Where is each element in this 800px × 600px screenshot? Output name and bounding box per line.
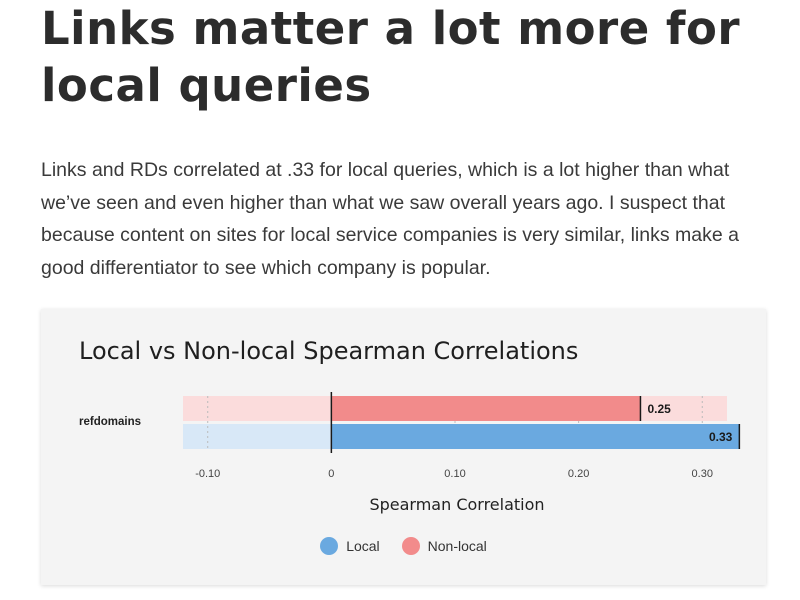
x-tick-label: 0.30 (692, 468, 713, 480)
legend-item-local: Local (320, 537, 380, 555)
legend-swatch-local (320, 537, 339, 555)
legend-label-local: Local (346, 538, 380, 554)
x-tick-label: 0.20 (568, 468, 589, 480)
legend-label-nonlocal: Non-local (427, 538, 487, 554)
chart-title: Local vs Non-local Spearman Correlations (79, 337, 579, 365)
chart-card: Local vs Non-local Spearman Correlations… (41, 309, 766, 585)
article-headline: Links matter a lot more for local querie… (41, 2, 741, 112)
chart-plot: 0.25 0.33 refdomains -0.10 0 0.10 0.20 0.30 Spea… (79, 392, 741, 514)
x-axis-title: Spearman Correlation (369, 495, 544, 514)
bar-local (331, 424, 740, 449)
data-label-local: 0.33 (709, 430, 733, 444)
chart-legend: Local Non-local (41, 537, 766, 555)
article-paragraph: Links and RDs correlated at .33 for loca… (41, 159, 739, 279)
data-label-non-local: 0.25 (647, 402, 671, 416)
x-tick-label: 0 (328, 468, 334, 480)
x-tick-label: 0.10 (444, 468, 465, 480)
bar-non-local (331, 396, 641, 421)
legend-swatch-nonlocal (401, 537, 420, 555)
legend-item-nonlocal: Non-local (401, 537, 487, 555)
category-label: refdomains (79, 416, 141, 428)
x-tick-label: -0.10 (195, 468, 220, 480)
